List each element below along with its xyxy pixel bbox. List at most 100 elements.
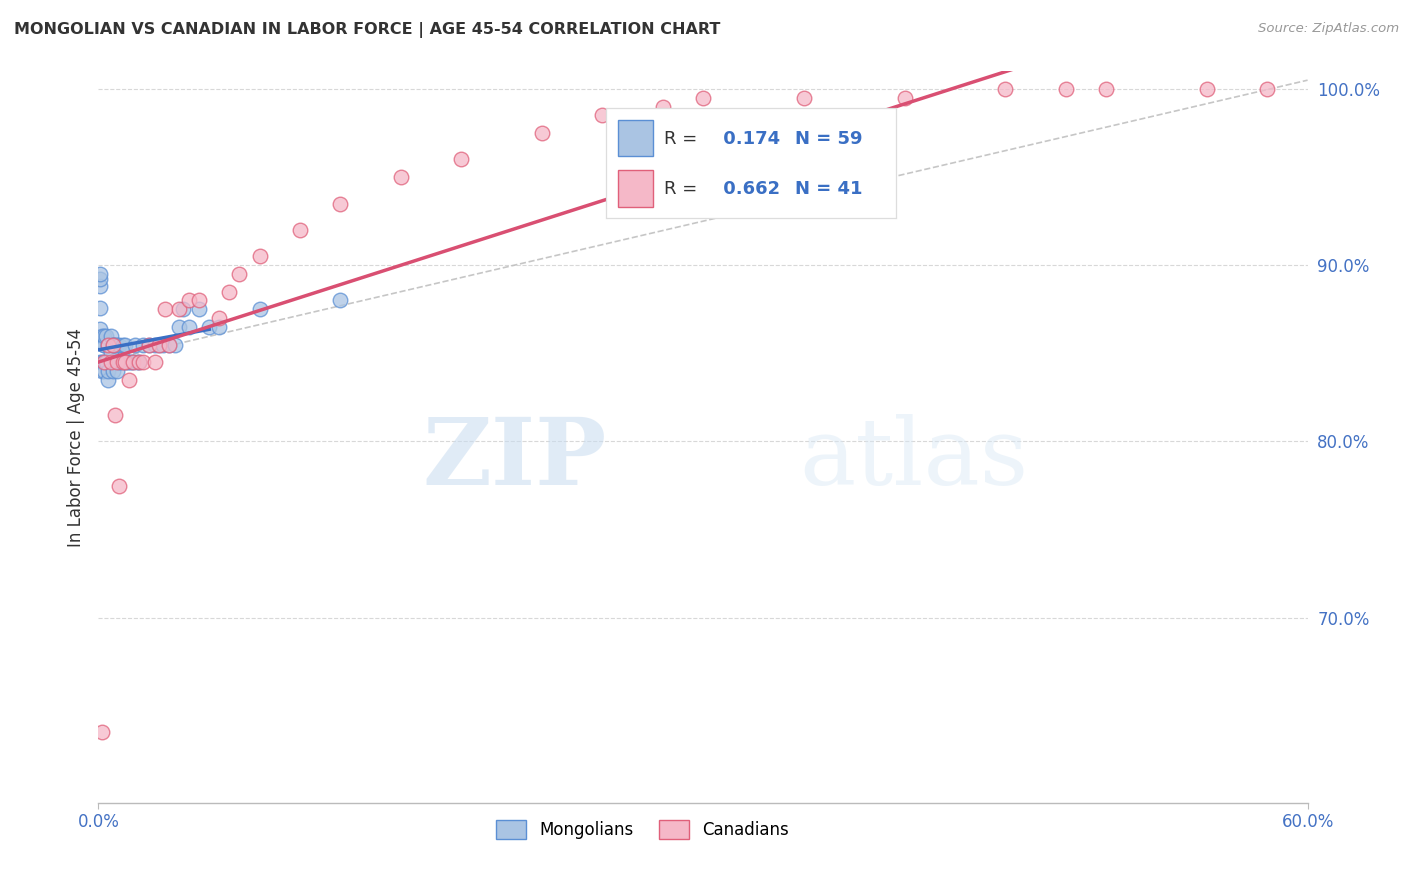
Text: Source: ZipAtlas.com: Source: ZipAtlas.com <box>1258 22 1399 36</box>
Point <box>994 82 1017 96</box>
Point <box>128 355 150 369</box>
Point <box>153 302 176 317</box>
Point <box>89 267 111 281</box>
Point <box>179 293 201 308</box>
Point <box>105 355 128 369</box>
Point <box>1095 82 1118 96</box>
Point <box>288 223 311 237</box>
Point <box>100 328 122 343</box>
Point <box>167 302 190 317</box>
Point <box>93 337 115 351</box>
Point <box>125 355 148 369</box>
Point <box>167 320 190 334</box>
Point <box>208 311 231 326</box>
Point <box>115 355 138 369</box>
Point <box>97 373 120 387</box>
Legend: Mongolians, Canadians: Mongolians, Canadians <box>489 814 796 846</box>
Point <box>218 285 240 299</box>
Point <box>101 337 124 351</box>
Point <box>118 373 141 387</box>
Point <box>1195 82 1218 96</box>
Point <box>389 170 412 185</box>
Point <box>1256 82 1278 96</box>
Point <box>96 328 118 343</box>
Point <box>208 320 231 334</box>
Point <box>163 337 186 351</box>
Text: ZIP: ZIP <box>422 414 606 504</box>
Point <box>793 91 815 105</box>
Point <box>110 355 132 369</box>
Point <box>143 355 166 369</box>
Point <box>89 355 111 369</box>
Point <box>249 249 271 263</box>
Point <box>143 337 166 351</box>
Point <box>93 328 115 343</box>
Point <box>91 355 114 369</box>
Point <box>114 337 136 351</box>
Point <box>329 196 352 211</box>
Point <box>152 337 174 351</box>
Point <box>157 337 180 351</box>
Point <box>591 108 613 122</box>
Point <box>114 355 136 369</box>
Point <box>107 355 129 369</box>
Point <box>249 302 271 317</box>
Text: MONGOLIAN VS CANADIAN IN LABOR FORCE | AGE 45-54 CORRELATION CHART: MONGOLIAN VS CANADIAN IN LABOR FORCE | A… <box>14 22 720 38</box>
Point <box>188 293 211 308</box>
Point <box>121 355 143 369</box>
Point <box>121 355 143 369</box>
Point <box>100 346 122 360</box>
Point <box>100 355 122 369</box>
Point <box>651 100 673 114</box>
Point <box>692 91 714 105</box>
Point <box>93 337 115 351</box>
Point <box>89 334 111 348</box>
Point <box>91 725 114 739</box>
Point <box>120 355 142 369</box>
Point <box>103 408 125 422</box>
Point <box>157 337 180 351</box>
Point <box>101 337 124 351</box>
Point <box>172 302 194 317</box>
Point <box>111 355 134 369</box>
Point <box>97 337 120 351</box>
Point <box>89 321 111 335</box>
Point <box>893 91 915 105</box>
Point <box>138 337 160 351</box>
Point <box>132 337 155 351</box>
Point <box>93 355 115 369</box>
Point <box>91 335 114 350</box>
Point <box>107 478 129 492</box>
Point <box>96 355 118 369</box>
Point <box>93 355 115 369</box>
Point <box>101 364 124 378</box>
Point <box>1054 82 1077 96</box>
Point <box>107 337 129 351</box>
Text: atlas: atlas <box>800 414 1029 504</box>
Point <box>198 320 221 334</box>
Point <box>89 279 111 293</box>
Point <box>179 320 201 334</box>
Point <box>128 355 150 369</box>
Point <box>132 355 155 369</box>
Point <box>105 337 128 351</box>
Point <box>103 337 125 351</box>
Point <box>97 337 120 351</box>
Point <box>124 337 146 351</box>
Point <box>93 364 115 378</box>
Point <box>97 364 120 378</box>
Point <box>89 272 111 286</box>
Point <box>91 364 114 378</box>
Point <box>530 126 553 140</box>
Point <box>188 302 211 317</box>
Y-axis label: In Labor Force | Age 45-54: In Labor Force | Age 45-54 <box>66 327 84 547</box>
Point <box>89 301 111 315</box>
Point <box>111 337 134 351</box>
Point <box>103 355 125 369</box>
Point <box>91 328 114 343</box>
Point <box>148 337 170 351</box>
Point <box>118 355 141 369</box>
Point <box>329 293 352 308</box>
Point <box>96 355 118 369</box>
Point <box>450 153 472 167</box>
